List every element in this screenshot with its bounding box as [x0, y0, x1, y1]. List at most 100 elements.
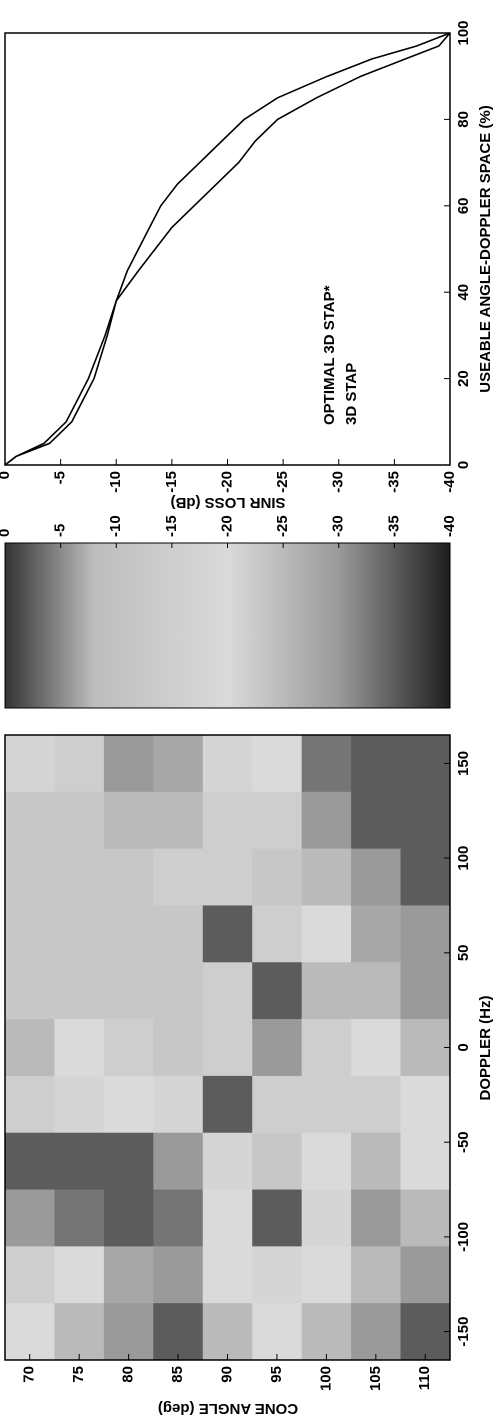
heatmap-cell — [351, 734, 402, 792]
line-frame — [4, 32, 451, 466]
colorbar-tick-label: -20 — [218, 515, 235, 537]
heatmap-cell — [5, 1075, 55, 1133]
heatmap-cell — [351, 1018, 402, 1076]
y-tick-label: 100 — [317, 1366, 334, 1391]
heatmap-cell — [400, 1189, 451, 1247]
heatmap-cell — [252, 961, 303, 1020]
y-tick-label: 105 — [367, 1366, 384, 1391]
x-tick-label: 80 — [455, 111, 472, 128]
heatmap-cell — [103, 734, 154, 792]
y-tick-label: -10 — [107, 471, 124, 493]
line-series — [4, 32, 451, 466]
colorbar-tick-label: -40 — [441, 515, 458, 537]
x-tick-label: 20 — [455, 370, 472, 387]
heatmap-cell — [103, 961, 154, 1020]
heatmap-cell — [5, 904, 55, 963]
x-tick-label: -50 — [455, 1131, 472, 1153]
heatmap-cell — [5, 1189, 55, 1247]
heatmap-cell — [301, 1302, 352, 1360]
heatmap-cell — [301, 848, 352, 906]
heatmap-cell — [54, 848, 105, 906]
heatmap-cell — [351, 1302, 402, 1360]
y-tick-label: -35 — [385, 471, 402, 493]
heatmap-cell — [202, 1245, 253, 1304]
heatmap-cell — [103, 1132, 154, 1190]
heatmap-cell — [54, 791, 105, 849]
heatmap-cell — [202, 848, 253, 906]
heatmap-cell — [351, 848, 402, 906]
line-series — [4, 32, 451, 466]
heatmap-cell — [153, 961, 204, 1020]
x-tick-label: 100 — [455, 846, 472, 871]
heatmap-cell — [54, 1132, 105, 1190]
heatmap-cell — [252, 848, 303, 906]
heatmap-cell — [202, 734, 253, 792]
x-tick-label: 100 — [455, 20, 472, 45]
x-tick-label: -100 — [455, 1222, 472, 1252]
heatmap-cell — [301, 1132, 352, 1190]
heatmap-cell — [400, 1302, 451, 1360]
colorbar — [4, 542, 451, 709]
heatmap-cell — [301, 734, 352, 792]
heatmap-cell — [400, 1245, 451, 1304]
figure: DOPPLER (Hz) CONE ANGLE (deg) USEABLE AN… — [0, 20, 494, 1417]
heatmap-cell — [153, 1245, 204, 1304]
colorbar-tick-label: -30 — [330, 515, 347, 537]
x-axis-label: DOPPLER (Hz) — [477, 995, 494, 1100]
heatmap-cells — [5, 734, 451, 1360]
legend-label: OPTIMAL 3D STAP* — [321, 285, 338, 425]
heatmap-cell — [252, 1302, 303, 1360]
colorbar-tick-label: 0 — [0, 529, 13, 537]
heatmap-cell — [103, 1302, 154, 1360]
heatmap-cell — [5, 1018, 55, 1076]
heatmap-cell — [252, 904, 303, 963]
y-tick-label: 110 — [416, 1366, 433, 1390]
colorbar-tick-label: -15 — [163, 515, 180, 537]
y-tick-label: 70 — [21, 1366, 38, 1383]
heatmap-cell — [153, 904, 204, 963]
heatmap-cell — [301, 1245, 352, 1304]
heatmap-cell — [103, 1245, 154, 1304]
heatmap-cell — [5, 961, 55, 1020]
heatmap-cell — [400, 1018, 451, 1076]
colorbar-tick-label: -25 — [274, 515, 291, 537]
heatmap-cell — [351, 1075, 402, 1133]
heatmap-cell — [202, 1302, 253, 1360]
heatmap-cell — [301, 1018, 352, 1076]
y-tick-label: -15 — [163, 471, 180, 493]
heatmap-cell — [400, 1132, 451, 1190]
heatmap-cell — [400, 734, 451, 792]
heatmap-cell — [103, 1189, 154, 1247]
heatmap-cell — [54, 1302, 105, 1360]
heatmap-cell — [252, 1018, 303, 1076]
y-tick-label: -5 — [52, 471, 69, 484]
y-tick-label: 80 — [120, 1366, 137, 1383]
heatmap-cell — [400, 961, 451, 1020]
heatmap-cell — [5, 848, 55, 906]
colorbar-tick-label: -5 — [52, 524, 69, 537]
heatmap-cell — [202, 1018, 253, 1076]
y-tick-label: 90 — [218, 1366, 235, 1383]
heatmap-cell — [103, 791, 154, 849]
heatmap-cell — [153, 791, 204, 849]
heatmap-cell — [252, 1132, 303, 1190]
x-tick-label: 0 — [455, 1043, 472, 1051]
heatmap-cell — [103, 1075, 154, 1133]
heatmap-cell — [153, 734, 204, 792]
y-axis-label: CONE ANGLE (deg) — [158, 1400, 298, 1417]
heatmap-cell — [351, 1189, 402, 1247]
heatmap-cell — [103, 1018, 154, 1076]
y-tick-label: 85 — [169, 1366, 186, 1383]
heatmap-cell — [252, 1075, 303, 1133]
x-tick-label: 50 — [455, 944, 472, 961]
heatmap-cell — [202, 1189, 253, 1247]
heatmap-cell — [54, 1245, 105, 1304]
x-tick-label: 60 — [455, 197, 472, 214]
y-tick-label: -20 — [218, 471, 235, 493]
heatmap-cell — [54, 961, 105, 1020]
heatmap-cell — [54, 904, 105, 963]
heatmap-cell — [400, 904, 451, 963]
x-tick-label: 0 — [455, 461, 472, 469]
x-tick-label: -150 — [455, 1317, 472, 1347]
